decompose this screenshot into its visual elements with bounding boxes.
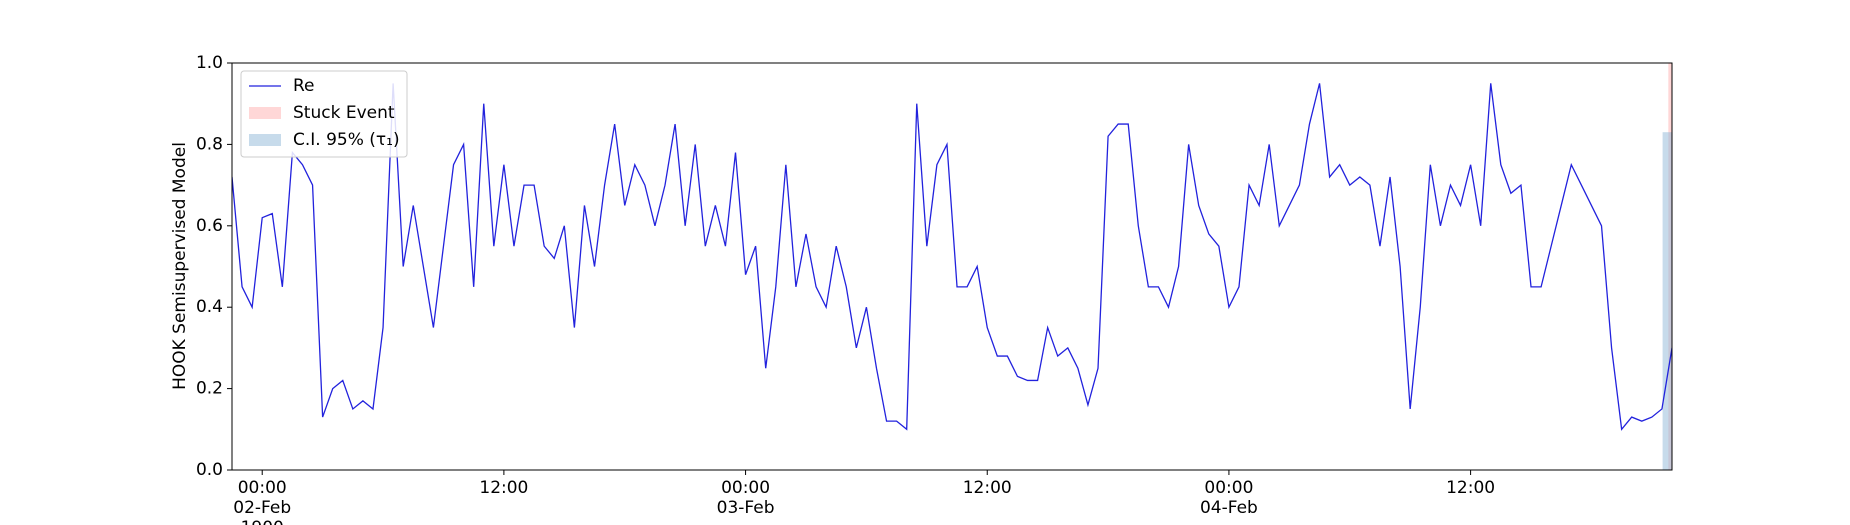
y-axis-label: HOOK Semisupervised Model [170, 142, 190, 390]
legend-swatch [249, 134, 281, 146]
x-tick-label: 03-Feb [717, 498, 775, 518]
legend-box [240, 70, 408, 158]
y-tick-label: 1.0 [196, 53, 223, 73]
axes-frame [231, 62, 1673, 471]
legend-label: Re [293, 76, 315, 96]
span [1662, 132, 1672, 470]
y-tick-label: 0.6 [196, 216, 223, 236]
y-tick-label: 0.4 [196, 297, 223, 317]
legend-label: C.I. 95% (τ₁) [293, 130, 400, 150]
x-tick-label: 12:00 [479, 478, 528, 498]
x-tick-label: 00:00 [721, 478, 770, 498]
y-tick-label: 0.0 [196, 460, 223, 480]
legend-swatch [249, 107, 281, 119]
x-tick-label: 12:00 [963, 478, 1012, 498]
legend-label: Stuck Event [293, 103, 395, 123]
x-tick-label: 04-Feb [1200, 498, 1258, 518]
x-tick-label: 1900 [241, 518, 284, 525]
x-tick-label: 00:00 [238, 478, 287, 498]
series-line [232, 83, 1672, 431]
x-tick-label: 00:00 [1204, 478, 1253, 498]
y-tick-label: 0.8 [196, 134, 223, 154]
x-tick-label: 12:00 [1446, 478, 1495, 498]
x-tick-label: 02-Feb [233, 498, 291, 518]
y-tick-label: 0.2 [196, 379, 223, 399]
